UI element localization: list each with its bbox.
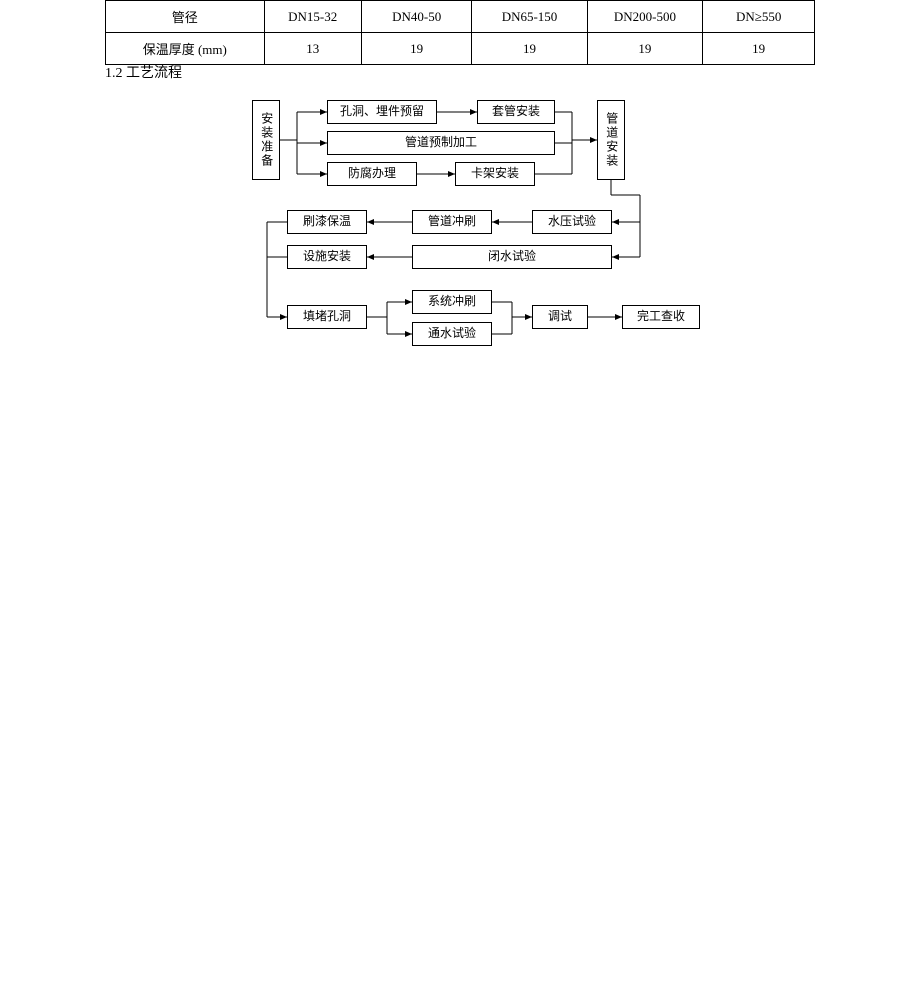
node-hydro: 水压试验 [532,210,612,234]
cell-0-2: 19 [361,33,472,65]
cell-0-0: 保温厚度 (mm) [106,33,265,65]
cell-0-3: 19 [472,33,587,65]
col-header-1: DN15-32 [264,1,361,33]
node-anticor: 防腐办理 [327,162,417,186]
node-water: 通水试验 [412,322,492,346]
node-bracket: 卡架安装 [455,162,535,186]
col-header-0: 管径 [106,1,265,33]
node-pipe-install: 管道安装 [597,100,625,180]
node-prep: 安装准备 [252,100,280,180]
cell-0-1: 13 [264,33,361,65]
pipe-diameter-table: 管径 DN15-32 DN40-50 DN65-150 DN200-500 DN… [105,0,815,65]
col-header-3: DN65-150 [472,1,587,33]
cell-0-4: 19 [587,33,703,65]
node-fill: 填堵孔洞 [287,305,367,329]
cell-0-5: 19 [703,33,815,65]
node-complete: 完工查收 [622,305,700,329]
table-row: 保温厚度 (mm) 13 19 19 19 19 [106,33,815,65]
node-facility: 设施安装 [287,245,367,269]
node-prefab: 管道预制加工 [327,131,555,155]
node-flush: 管道冲刷 [412,210,492,234]
node-paint: 刷漆保温 [287,210,367,234]
col-header-2: DN40-50 [361,1,472,33]
node-hole: 孔洞、埋件预留 [327,100,437,124]
process-flowchart: 安装准备 孔洞、埋件预留 套管安装 管道安装 管道预制加工 防腐办理 卡架安装 … [252,95,712,385]
node-sysflush: 系统冲刷 [412,290,492,314]
node-debug: 调试 [532,305,588,329]
node-closed: 闭水试验 [412,245,612,269]
col-header-4: DN200-500 [587,1,703,33]
table-header-row: 管径 DN15-32 DN40-50 DN65-150 DN200-500 DN… [106,1,815,33]
section-title: 1.2 工艺流程 [105,62,182,82]
node-sleeve: 套管安装 [477,100,555,124]
col-header-5: DN≥550 [703,1,815,33]
